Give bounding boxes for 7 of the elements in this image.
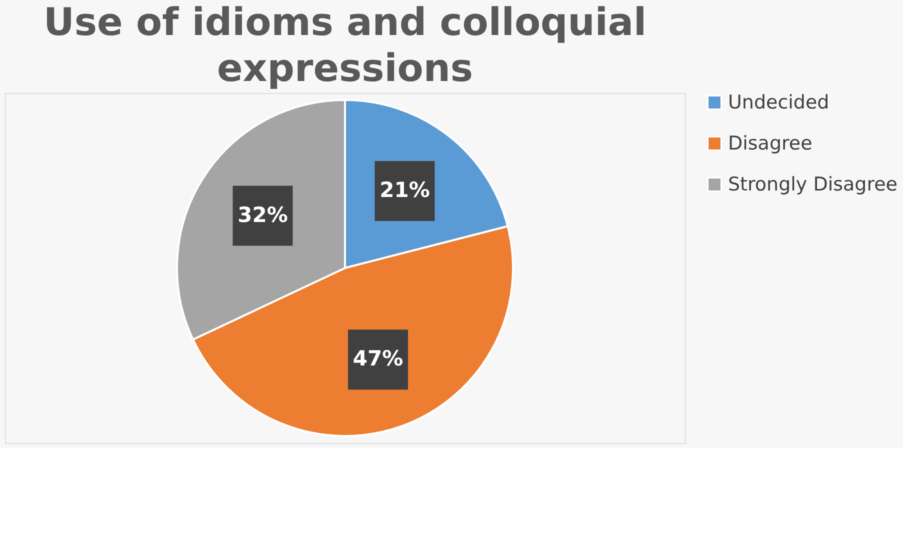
data-label: 21% xyxy=(380,178,430,202)
data-label: 47% xyxy=(352,346,404,371)
chart-title: Use of idioms and colloquial expressions xyxy=(43,0,647,90)
legend-label: Strongly Disagree xyxy=(728,174,898,196)
legend-label: Disagree xyxy=(728,132,812,154)
legend-label: Undecided xyxy=(728,92,830,114)
data-label: 32% xyxy=(238,202,288,227)
